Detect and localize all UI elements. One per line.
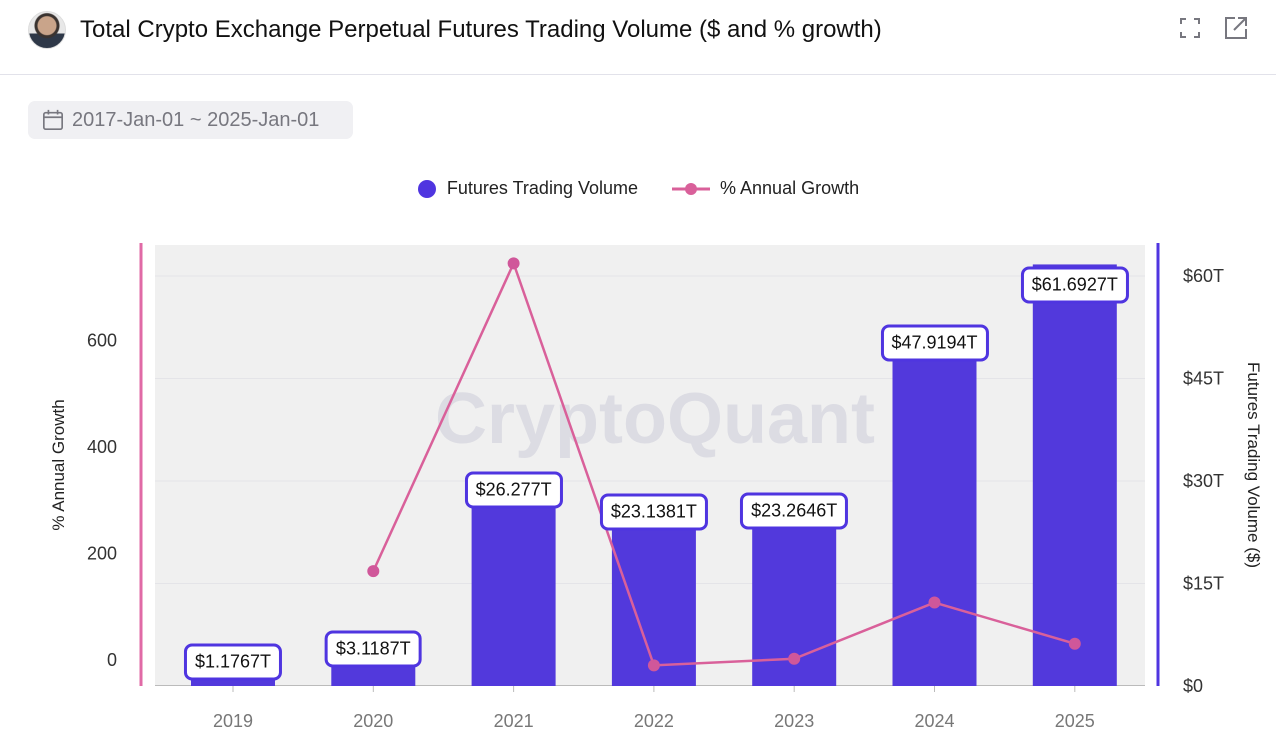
date-range-picker[interactable]: 2017-Jan-01 ~ 2025-Jan-01 — [28, 101, 353, 139]
x-tick-label: 2025 — [1055, 711, 1095, 731]
bar-data-label: $61.6927T — [1020, 266, 1129, 304]
growth-point — [647, 659, 660, 672]
x-tick-label: 2019 — [213, 711, 253, 731]
right-tick-label: $15T — [1183, 574, 1224, 594]
x-tick-label: 2020 — [353, 711, 393, 731]
legend-item-growth[interactable]: % Annual Growth — [672, 178, 859, 199]
bar-data-label: $23.2646T — [740, 492, 849, 530]
left-tick-label: 0 — [107, 650, 117, 670]
page-title: Total Crypto Exchange Perpetual Futures … — [80, 16, 882, 43]
x-tick-label: 2024 — [914, 711, 954, 731]
growth-point — [788, 652, 801, 665]
calendar-icon — [43, 109, 63, 130]
bar-data-label: $3.1187T — [324, 630, 422, 668]
right-axis-title: Futures Trading Volume ($) — [1244, 362, 1263, 568]
growth-point — [507, 257, 520, 270]
x-tick-label: 2023 — [774, 711, 814, 731]
watermark: CryptoQuant — [435, 379, 875, 459]
bar-2025 — [1032, 264, 1117, 686]
bar-data-label: $26.277T — [464, 471, 563, 509]
left-axis-title: % Annual Growth — [49, 399, 68, 530]
growth-line — [372, 260, 1076, 667]
left-tick-label: 600 — [87, 331, 117, 351]
growth-point — [367, 565, 380, 578]
x-tick-label: 2021 — [494, 711, 534, 731]
right-tick-label: $45T — [1183, 369, 1224, 389]
chart-header: Total Crypto Exchange Perpetual Futures … — [0, 0, 1276, 75]
author-avatar — [28, 11, 66, 49]
bar-data-label: $1.1767T — [183, 643, 283, 681]
date-range-label: 2017-Jan-01 ~ 2025-Jan-01 — [72, 108, 320, 131]
growth-point — [1068, 637, 1081, 650]
bar-2019 — [191, 677, 275, 686]
bar-data-label: $47.9194T — [880, 324, 989, 362]
legend-item-volume[interactable]: Futures Trading Volume — [417, 178, 638, 199]
legend-line-icon — [672, 182, 711, 195]
right-tick-label: $0 — [1183, 676, 1203, 696]
growth-point — [928, 596, 941, 609]
right-tick-label: $60T — [1183, 266, 1224, 286]
external-link-icon[interactable] — [1224, 16, 1248, 40]
right-tick-label: $30T — [1183, 471, 1224, 491]
bar-2021 — [471, 506, 556, 686]
legend-dot-icon — [417, 179, 436, 198]
x-tick-label: 2022 — [634, 711, 674, 731]
bar-data-label: $23.1381T — [599, 493, 708, 531]
left-tick-label: 200 — [87, 544, 117, 564]
legend-label: % Annual Growth — [720, 178, 860, 198]
legend-label: Futures Trading Volume — [446, 178, 639, 198]
left-tick-label: 400 — [87, 437, 117, 457]
chart-legend: Futures Trading Volume % Annual Growth — [0, 178, 1276, 199]
bar-2020 — [331, 664, 416, 686]
fullscreen-icon[interactable] — [1178, 16, 1202, 40]
bar-2024 — [892, 358, 977, 686]
